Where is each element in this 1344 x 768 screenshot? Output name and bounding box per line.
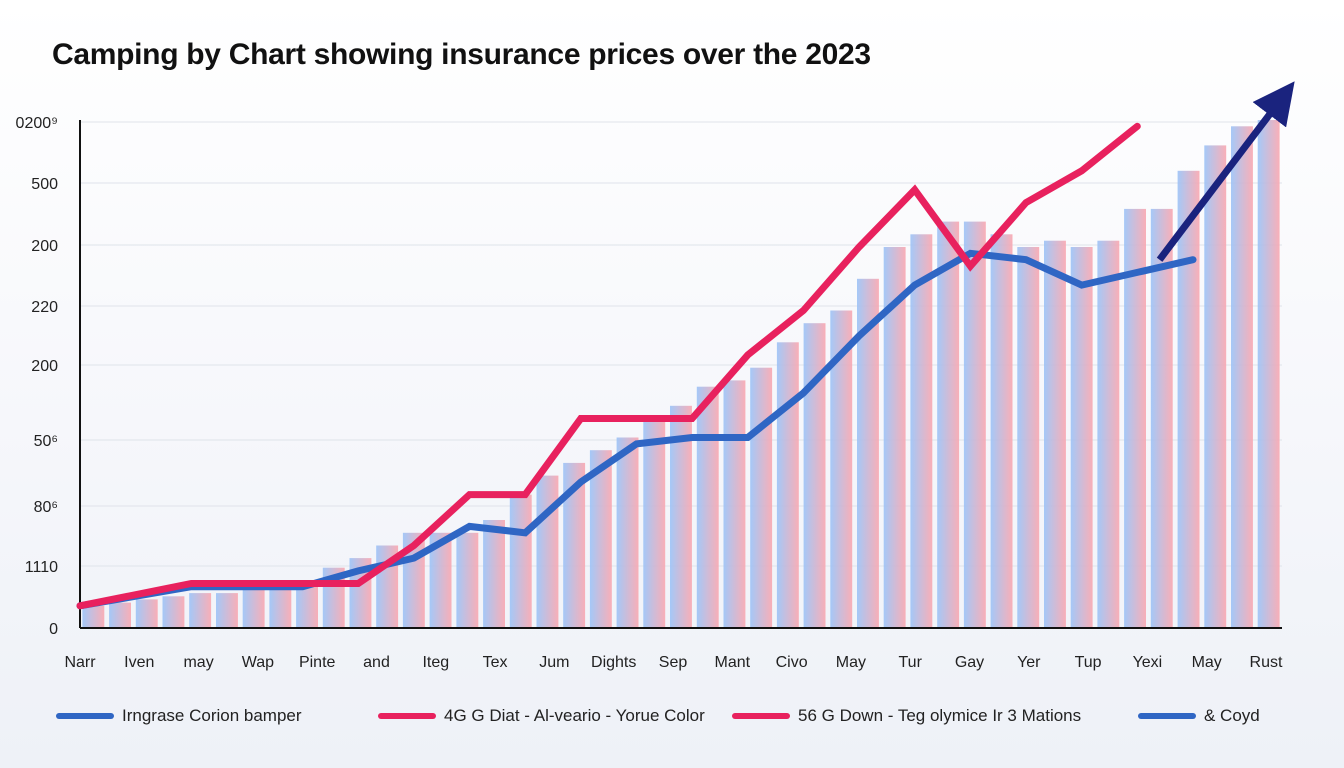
y-tick-labels: 0 1110 80⁶ 50⁶ 200 220 200 500 0200⁹: [16, 115, 59, 638]
y-tick-label: 500: [31, 176, 58, 193]
legend-label-4: & Coyd: [1204, 706, 1260, 725]
axes: [79, 120, 1282, 629]
x-tick-label: Tup: [1075, 654, 1102, 671]
y-tick-label: 200: [31, 238, 58, 255]
legend-item-2: 4G G Diat - Al-veario - Yorue Color: [378, 704, 705, 728]
x-tick-label: Jum: [539, 654, 569, 671]
bar: [990, 234, 1013, 629]
y-tick-label: 220: [31, 299, 58, 316]
x-tick-label: Yer: [1017, 654, 1041, 671]
bar: [242, 589, 265, 628]
bar: [509, 494, 532, 628]
x-tick-labels: Narr Iven may Wap Pinte and Iteg Tex Jum Dights Se…: [64, 654, 1283, 671]
legend-item-4: & Coyd: [1138, 704, 1260, 728]
bar: [1070, 247, 1093, 628]
legend-swatch-2: [378, 713, 436, 719]
bar: [1124, 208, 1146, 628]
bar: [269, 589, 292, 628]
bar: [776, 342, 799, 629]
line-series: [76, 122, 1197, 610]
trend-arrow-line: [1156, 81, 1295, 262]
y-tick-label: 80⁶: [34, 499, 58, 516]
bar: [723, 380, 746, 628]
legend-item-3: 56 G Down - Teg olymice Ir 3 Mations: [732, 704, 1081, 728]
legend-item-1: Irngrase Corion bamper: [56, 704, 302, 728]
bar: [296, 580, 318, 628]
bar-series: [82, 120, 1280, 629]
y-tick-label: 200: [31, 358, 58, 375]
x-tick-label: and: [363, 654, 390, 671]
x-tick-label: Yexi: [1133, 654, 1163, 671]
line-series-2: [76, 122, 1141, 610]
x-tick-label: Narr: [64, 654, 96, 671]
chart-title: Camping by Chart showing insurance price…: [52, 38, 871, 71]
bar: [563, 462, 586, 628]
x-tick-label: Sep: [659, 654, 688, 671]
bar: [643, 418, 666, 628]
bar: [536, 475, 559, 628]
bar: [189, 593, 212, 628]
bar: [616, 437, 639, 628]
line-series-1: [76, 249, 1197, 610]
x-tick-label: Iven: [124, 654, 154, 671]
x-tick-label: Dights: [591, 654, 636, 671]
x-tick-label: Iteg: [422, 654, 449, 671]
legend-swatch-4: [1138, 713, 1196, 719]
bar: [803, 323, 826, 628]
legend-label-2: 4G G Diat - Al-veario - Yorue Color: [444, 706, 705, 725]
bar: [429, 532, 452, 629]
x-tick-label: Civo: [776, 654, 808, 671]
bar: [1231, 126, 1253, 629]
bar: [1044, 240, 1066, 628]
bar: [1097, 240, 1120, 628]
bar: [750, 367, 773, 628]
y-tick-label: 0: [49, 621, 58, 638]
bar: [82, 605, 105, 628]
bar: [670, 405, 692, 629]
x-tick-label: May: [836, 654, 866, 671]
legend-swatch-1: [56, 713, 114, 719]
bar: [910, 234, 933, 629]
bar: [937, 221, 960, 628]
x-tick-label: Rust: [1250, 654, 1283, 671]
bar: [963, 221, 986, 628]
y-tick-label: 50⁶: [34, 433, 58, 450]
bar: [1204, 145, 1227, 628]
legend-label-1: Irngrase Corion bamper: [122, 706, 302, 725]
bar: [109, 602, 131, 628]
bar: [216, 593, 238, 628]
bar: [589, 450, 612, 628]
bar: [1177, 170, 1200, 629]
bar: [883, 247, 906, 628]
bar: [696, 386, 719, 628]
y-tick-label: 1110: [25, 559, 58, 576]
bar: [1257, 120, 1280, 628]
x-tick-label: May: [1192, 654, 1222, 671]
legend: Irngrase Corion bamper 4G G Diat - Al-ve…: [0, 704, 1344, 728]
x-tick-label: Pinte: [299, 654, 336, 671]
bar: [162, 596, 185, 629]
x-tick-label: Tur: [898, 654, 922, 671]
x-tick-label: Gay: [955, 654, 984, 671]
y-tick-label: 0200⁹: [16, 115, 58, 132]
x-tick-label: Tex: [483, 654, 508, 671]
x-tick-label: Mant: [715, 654, 751, 671]
legend-swatch-3: [732, 713, 790, 719]
bar: [857, 278, 879, 629]
bar: [830, 310, 853, 628]
x-tick-label: Wap: [242, 654, 274, 671]
legend-label-3: 56 G Down - Teg olymice Ir 3 Mations: [798, 706, 1082, 725]
bar: [1017, 247, 1040, 628]
bar: [1150, 208, 1173, 628]
bar: [135, 599, 158, 628]
bar: [483, 520, 505, 628]
bar: [456, 532, 479, 629]
trend-arrow: [1156, 81, 1295, 262]
x-tick-label: may: [183, 654, 213, 671]
